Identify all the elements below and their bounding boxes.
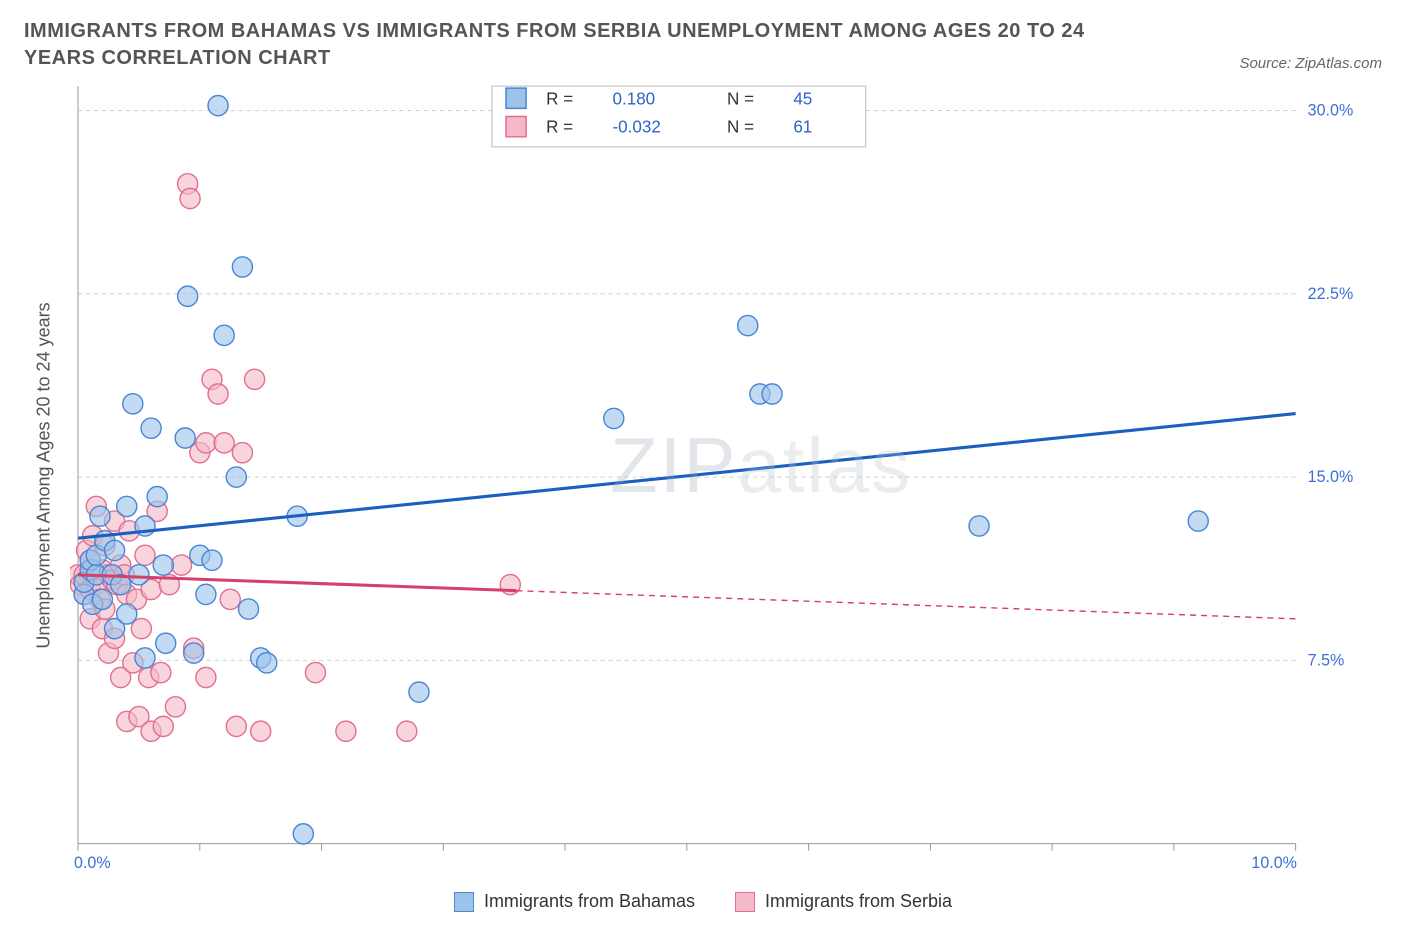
legend-r-label: R = xyxy=(546,117,573,137)
chart-title: IMMIGRANTS FROM BAHAMAS VS IMMIGRANTS FR… xyxy=(24,18,1124,72)
legend-item: Immigrants from Serbia xyxy=(735,891,952,912)
legend-r-label: R = xyxy=(546,88,573,108)
data-point xyxy=(257,653,277,673)
data-point xyxy=(251,721,271,741)
legend-r-value: -0.032 xyxy=(612,117,660,137)
data-point xyxy=(147,487,167,507)
data-point xyxy=(135,545,155,565)
data-point xyxy=(175,428,195,448)
data-point xyxy=(232,443,252,463)
data-point xyxy=(293,824,313,844)
legend-n-label: N = xyxy=(727,88,754,108)
data-point xyxy=(129,565,149,585)
data-point xyxy=(92,589,112,609)
data-point xyxy=(738,315,758,335)
legend-n-value: 45 xyxy=(793,88,812,108)
chart-area: 7.5% 15.0% 22.5% 30.0% 0.0% 10.0% R = 0.180 N = 4… xyxy=(70,80,1376,870)
data-point xyxy=(969,516,989,536)
data-point xyxy=(178,286,198,306)
data-point xyxy=(1188,511,1208,531)
data-point xyxy=(214,433,234,453)
data-point xyxy=(123,394,143,414)
legend-label: Immigrants from Serbia xyxy=(765,891,952,912)
y-tick-label: 15.0% xyxy=(1308,468,1354,486)
legend-label: Immigrants from Bahamas xyxy=(484,891,695,912)
legend-swatch xyxy=(506,88,526,108)
legend-swatch xyxy=(506,116,526,136)
data-point xyxy=(208,384,228,404)
data-point xyxy=(214,325,234,345)
data-point xyxy=(226,467,246,487)
y-axis-label: Unemployment Among Ages 20 to 24 years xyxy=(34,302,55,648)
bottom-legend: Immigrants from Bahamas Immigrants from S… xyxy=(0,891,1406,912)
data-point xyxy=(226,716,246,736)
data-point xyxy=(604,408,624,428)
data-point xyxy=(305,662,325,682)
data-point xyxy=(397,721,417,741)
data-point xyxy=(238,599,258,619)
regression-line-extrapolated xyxy=(516,591,1295,619)
data-point xyxy=(180,188,200,208)
data-point xyxy=(762,384,782,404)
data-point xyxy=(409,682,429,702)
data-point xyxy=(196,667,216,687)
data-point xyxy=(117,496,137,516)
legend-swatch xyxy=(735,892,755,912)
data-point xyxy=(232,257,252,277)
legend-n-label: N = xyxy=(727,117,754,137)
y-tick-label: 7.5% xyxy=(1308,651,1345,669)
legend-r-value: 0.180 xyxy=(612,88,655,108)
data-point xyxy=(141,418,161,438)
data-point xyxy=(208,95,228,115)
data-point xyxy=(171,555,191,575)
data-point xyxy=(90,506,110,526)
data-point xyxy=(220,589,240,609)
x-tick-label: 0.0% xyxy=(74,854,111,870)
y-tick-label: 22.5% xyxy=(1308,285,1354,303)
data-point xyxy=(196,584,216,604)
data-point xyxy=(135,648,155,668)
data-point xyxy=(196,433,216,453)
data-point xyxy=(156,633,176,653)
source-attribution: Source: ZipAtlas.com xyxy=(1239,55,1382,72)
data-point xyxy=(245,369,265,389)
data-point xyxy=(105,540,125,560)
y-tick-label: 30.0% xyxy=(1308,102,1354,120)
legend-n-value: 61 xyxy=(793,117,812,137)
legend-item: Immigrants from Bahamas xyxy=(454,891,695,912)
data-point xyxy=(151,662,171,682)
data-point xyxy=(184,643,204,663)
regression-line xyxy=(78,414,1296,539)
legend-swatch xyxy=(454,892,474,912)
data-point xyxy=(336,721,356,741)
data-point xyxy=(165,697,185,717)
data-point xyxy=(153,555,173,575)
data-point xyxy=(117,604,137,624)
scatter-chart: 7.5% 15.0% 22.5% 30.0% 0.0% 10.0% R = 0.180 N = 4… xyxy=(70,80,1376,870)
x-tick-label: 10.0% xyxy=(1251,854,1297,870)
data-point xyxy=(202,550,222,570)
data-point xyxy=(153,716,173,736)
